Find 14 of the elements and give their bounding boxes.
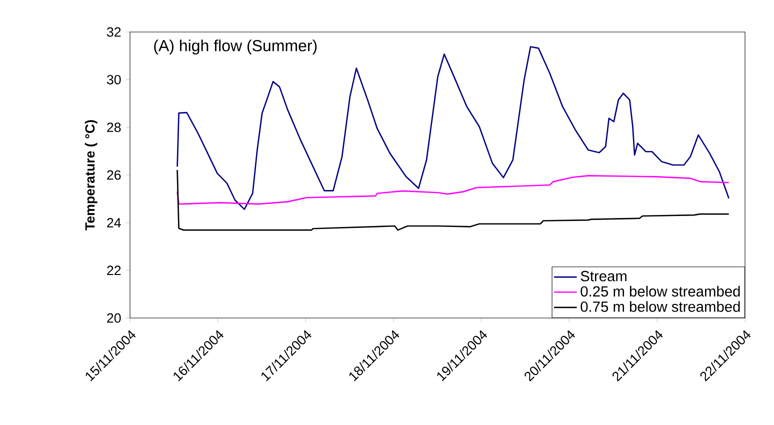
legend-label: 0.25 m below streambed: [580, 286, 740, 297]
line-series: [176, 169, 730, 231]
legend-label: Stream: [580, 270, 626, 282]
y-tick-label: 24: [107, 218, 121, 228]
y-tick-label: 30: [106, 74, 121, 84]
chart-title: (A) high flow (Summer): [154, 40, 317, 54]
y-tick-label: 32: [106, 27, 121, 37]
y-tick-label: 26: [107, 170, 121, 180]
y-tick-label: 22: [107, 266, 121, 275]
y-tick-label: 20: [107, 313, 121, 323]
y-axis-title: Temperature ( °C): [84, 120, 98, 230]
line-series: [176, 175, 730, 205]
legend-label: 0.75 m below streambed: [580, 301, 740, 312]
y-tick-label: 28: [107, 122, 121, 132]
